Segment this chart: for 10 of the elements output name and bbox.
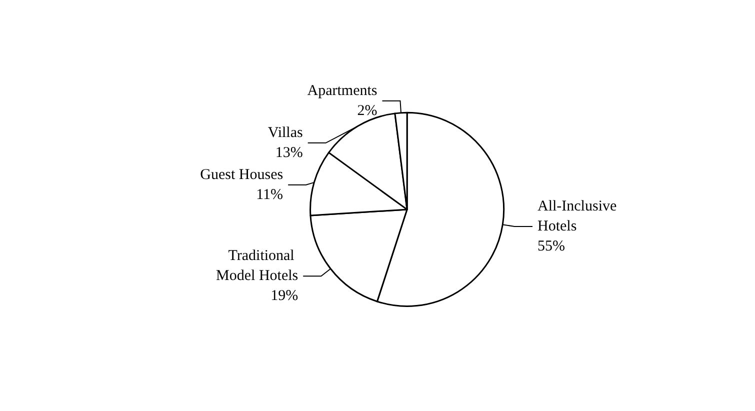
slice-label: All-Inclusive Hotels: [537, 198, 620, 234]
slice-label: Guest Houses: [200, 166, 284, 183]
data-label: 19%: [270, 288, 298, 304]
slice-label: Traditional Model Hotels: [216, 248, 298, 284]
slice-label: Villas: [268, 124, 303, 141]
data-label: 11%: [256, 186, 284, 203]
data-label: 2%: [357, 102, 378, 119]
data-label: 13%: [275, 144, 303, 161]
data-label: 55%: [537, 238, 565, 254]
slice-label: Apartments: [307, 82, 378, 99]
